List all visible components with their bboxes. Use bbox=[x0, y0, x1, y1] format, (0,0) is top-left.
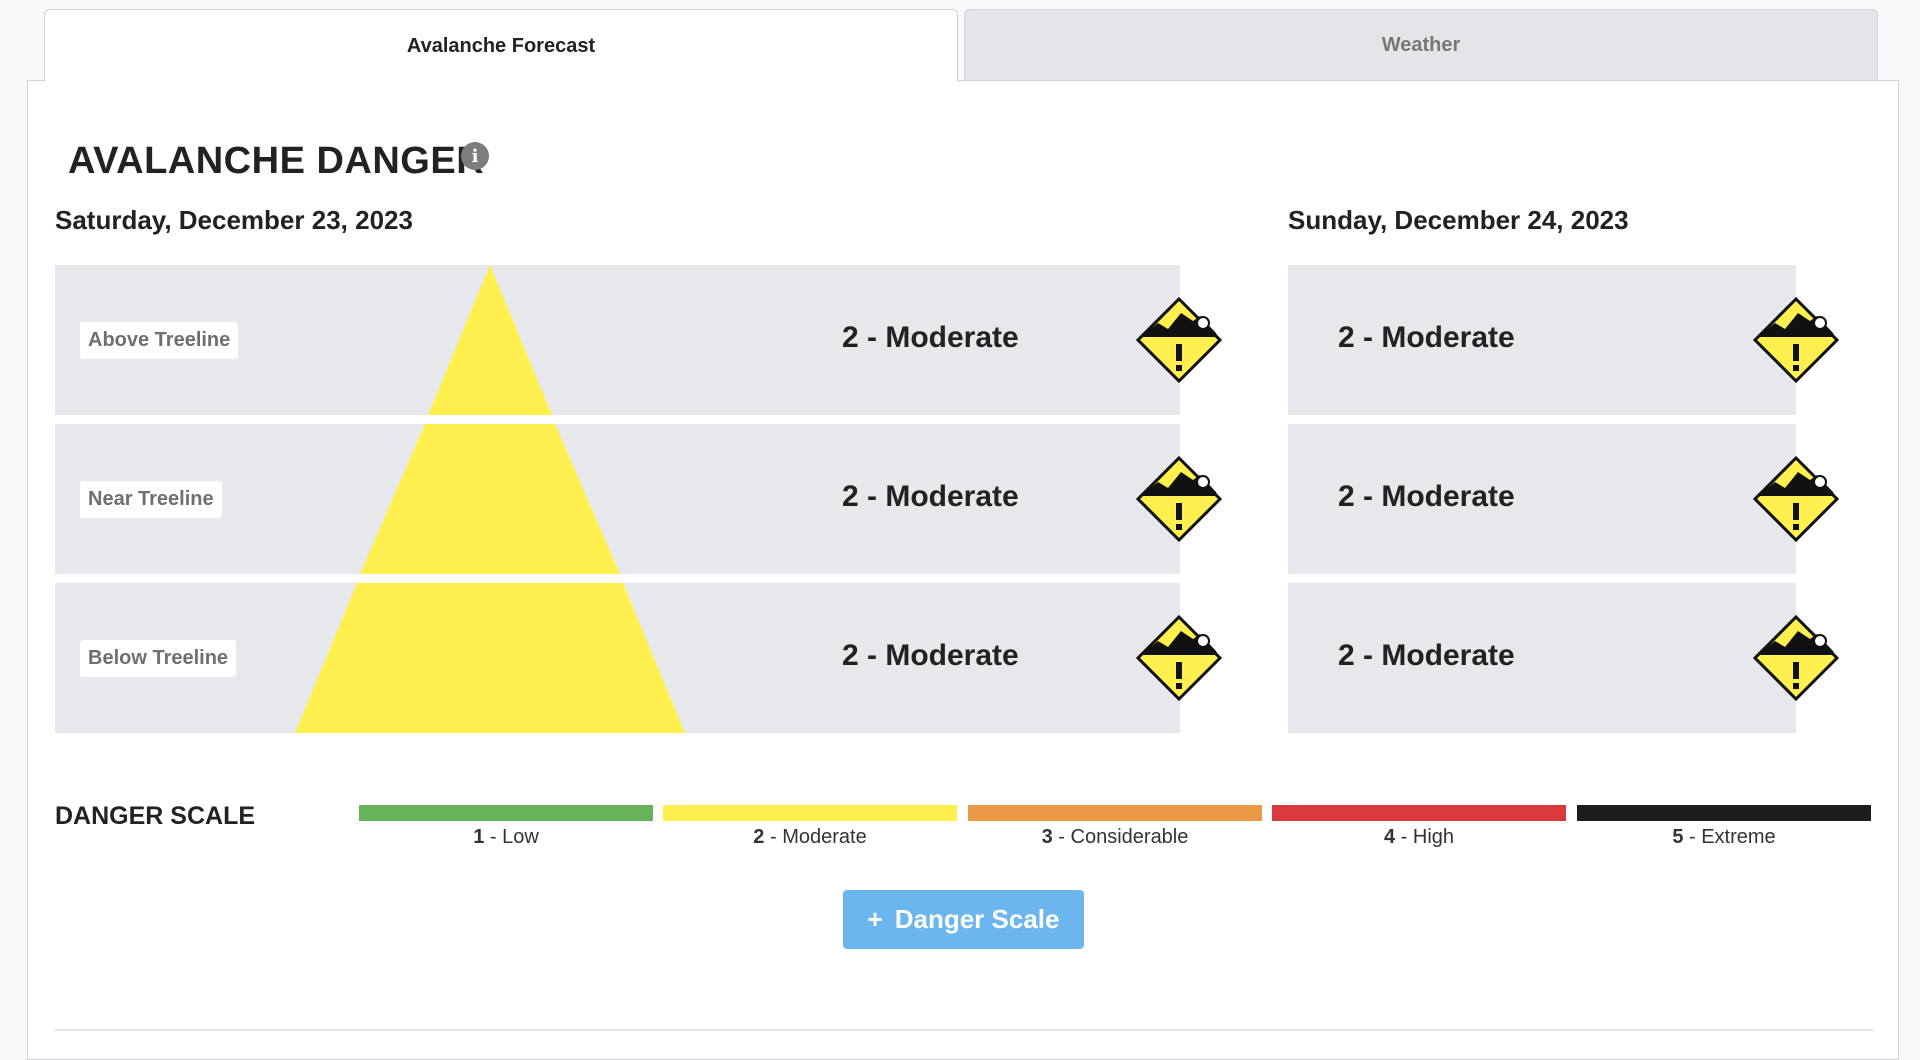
day2-row-near-treeline bbox=[1288, 424, 1796, 574]
info-icon[interactable]: i bbox=[461, 142, 489, 170]
day2-row-below-treeline bbox=[1288, 583, 1796, 733]
moderate-danger-icon bbox=[1136, 615, 1222, 701]
day2-rating-near: 2 - Moderate bbox=[1338, 480, 1515, 513]
moderate-danger-icon bbox=[1753, 297, 1839, 383]
day2-rating-above: 2 - Moderate bbox=[1338, 321, 1515, 354]
section-divider bbox=[55, 1029, 1873, 1031]
scale-segment-high bbox=[1272, 805, 1566, 821]
moderate-danger-icon bbox=[1136, 297, 1222, 383]
day1-rating-below: 2 - Moderate bbox=[842, 639, 1019, 672]
tab-weather[interactable]: Weather bbox=[964, 9, 1878, 81]
danger-scale-button[interactable]: + Danger Scale bbox=[843, 890, 1084, 949]
danger-scale-button-label: Danger Scale bbox=[894, 904, 1060, 934]
scale-label-low: 1 - Low bbox=[473, 826, 539, 848]
scale-segment-considerable bbox=[968, 805, 1262, 821]
scale-label-extreme: 5 - Extreme bbox=[1672, 826, 1776, 848]
day1-rating-above: 2 - Moderate bbox=[842, 321, 1019, 354]
band-label-below-treeline: Below Treeline bbox=[80, 640, 237, 677]
day2-row-above-treeline bbox=[1288, 265, 1796, 415]
day2-rating-below: 2 - Moderate bbox=[1338, 639, 1515, 672]
band-label-near-treeline: Near Treeline bbox=[80, 481, 222, 518]
scale-label-high: 4 - High bbox=[1383, 826, 1455, 848]
scale-segment-extreme bbox=[1577, 805, 1871, 821]
plus-icon: + bbox=[867, 904, 883, 934]
day1-row-near-treeline: Near Treeline bbox=[55, 424, 1180, 574]
scale-segment-low bbox=[359, 805, 653, 821]
scale-label-moderate: 2 - Moderate bbox=[753, 826, 867, 848]
day1-row-above-treeline: Above Treeline bbox=[55, 265, 1180, 415]
scale-segment-moderate bbox=[663, 805, 957, 821]
elevation-pyramid bbox=[295, 265, 685, 733]
day1-date: Saturday, December 23, 2023 bbox=[55, 205, 413, 235]
page-title: AVALANCHE DANGER bbox=[68, 140, 485, 182]
band-label-above-treeline: Above Treeline bbox=[80, 322, 239, 359]
danger-scale-title: DANGER SCALE bbox=[55, 802, 256, 830]
tab-avalanche-forecast[interactable]: Avalanche Forecast bbox=[44, 9, 958, 82]
moderate-danger-icon bbox=[1753, 615, 1839, 701]
day2-date: Sunday, December 24, 2023 bbox=[1288, 205, 1629, 235]
tab-bar: Avalanche Forecast Weather bbox=[44, 9, 1878, 82]
moderate-danger-icon bbox=[1136, 456, 1222, 542]
scale-label-considerable: 3 - Considerable bbox=[1041, 826, 1189, 848]
moderate-danger-icon bbox=[1753, 456, 1839, 542]
day1-rating-near: 2 - Moderate bbox=[842, 480, 1019, 513]
